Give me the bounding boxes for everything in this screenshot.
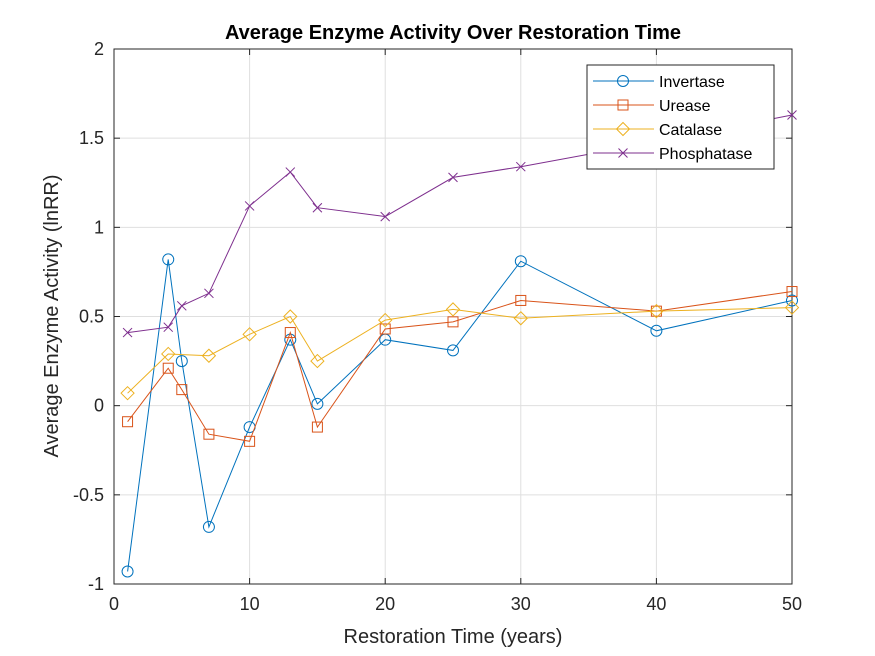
invertase-point	[447, 344, 459, 357]
series-phosphatase	[122, 110, 797, 338]
urease-point	[786, 286, 798, 298]
y-tick-label: 0.5	[79, 307, 104, 327]
urease-point	[162, 362, 174, 374]
urease-point	[515, 294, 527, 306]
catalase-point	[377, 312, 393, 328]
legend-item-phosphatase: Phosphatase	[593, 146, 753, 163]
x-tick-label: 0	[109, 594, 119, 614]
series-urease	[122, 286, 798, 447]
legend: Invertase Urease Catalase Phosphatase	[586, 64, 775, 170]
axis-ticks: 0 10 20 30 40 50 -1 -0.5 0 0.5 1 1.5 2	[73, 39, 802, 614]
x-tick-label: 20	[375, 594, 395, 614]
legend-label: Catalase	[659, 122, 722, 139]
invertase-point	[786, 294, 798, 307]
y-axis-title: Average Enzyme Activity (lnRR)	[41, 174, 63, 457]
phosphatase-line	[127, 114, 793, 334]
catalase-point	[283, 309, 298, 324]
y-tick-label: 1.5	[79, 128, 104, 148]
catalase-point	[784, 300, 800, 315]
phosphatase-point	[787, 110, 797, 120]
legend-swatch-marker	[617, 99, 629, 111]
legend-item-urease: Urease	[593, 98, 711, 115]
catalase-point	[513, 311, 529, 326]
catalase-point	[445, 302, 461, 317]
invertase-point	[175, 355, 188, 368]
phosphatase-point	[122, 327, 133, 338]
urease-point	[203, 428, 215, 440]
y-tick-label: 0	[94, 396, 104, 416]
legend-swatch-marker	[617, 75, 629, 87]
catalase-point	[201, 348, 217, 363]
y-tick-label: -0.5	[73, 485, 104, 505]
catalase-point	[120, 385, 135, 401]
phosphatase-point	[285, 167, 296, 177]
legend-items: Invertase Urease Catalase Phosphatase	[593, 74, 753, 163]
data-series	[120, 110, 800, 578]
urease-line	[127, 291, 793, 442]
phosphatase-point	[448, 172, 458, 183]
urease-point	[176, 384, 188, 396]
x-tick-label: 40	[646, 594, 666, 614]
x-axis-title: Restoration Time (years)	[344, 626, 563, 648]
y-tick-label: 1	[94, 217, 104, 237]
legend-label: Urease	[659, 98, 711, 115]
urease-point	[447, 316, 459, 328]
urease-point	[379, 323, 391, 335]
phosphatase-point	[515, 161, 526, 172]
phosphatase-point	[204, 288, 214, 299]
catalase-point	[310, 353, 325, 369]
invertase-line	[127, 259, 793, 572]
invertase-point	[162, 253, 175, 266]
phosphatase-point	[312, 202, 323, 213]
invertase-point	[121, 565, 134, 578]
legend-item-invertase: Invertase	[593, 74, 725, 91]
catalase-line	[127, 307, 793, 394]
catalase-point	[161, 346, 176, 362]
phosphatase-point	[380, 211, 391, 222]
legend-label: Phosphatase	[659, 146, 753, 163]
invertase-point	[650, 324, 663, 337]
catalase-point	[242, 327, 257, 342]
phosphatase-point	[244, 201, 255, 211]
urease-point	[244, 435, 256, 447]
catalase-point	[649, 303, 664, 319]
urease-point	[122, 416, 134, 428]
x-tick-label: 10	[240, 594, 260, 614]
urease-point	[284, 327, 296, 339]
invertase-point	[311, 397, 324, 410]
x-tick-label: 50	[782, 594, 802, 614]
invertase-point	[514, 255, 527, 268]
legend-item-catalase: Catalase	[593, 121, 722, 139]
urease-point	[311, 421, 323, 433]
phosphatase-point	[176, 300, 187, 311]
chart-title: Average Enzyme Activity Over Restoration…	[225, 22, 681, 44]
x-tick-label: 30	[511, 594, 531, 614]
invertase-point	[202, 520, 215, 533]
phosphatase-point	[163, 322, 174, 333]
y-tick-label: -1	[88, 574, 104, 594]
series-catalase	[120, 300, 800, 401]
legend-label: Invertase	[659, 74, 725, 91]
y-tick-label: 2	[94, 39, 104, 59]
legend-swatch-marker	[618, 148, 628, 158]
legend-swatch-marker	[615, 121, 631, 137]
